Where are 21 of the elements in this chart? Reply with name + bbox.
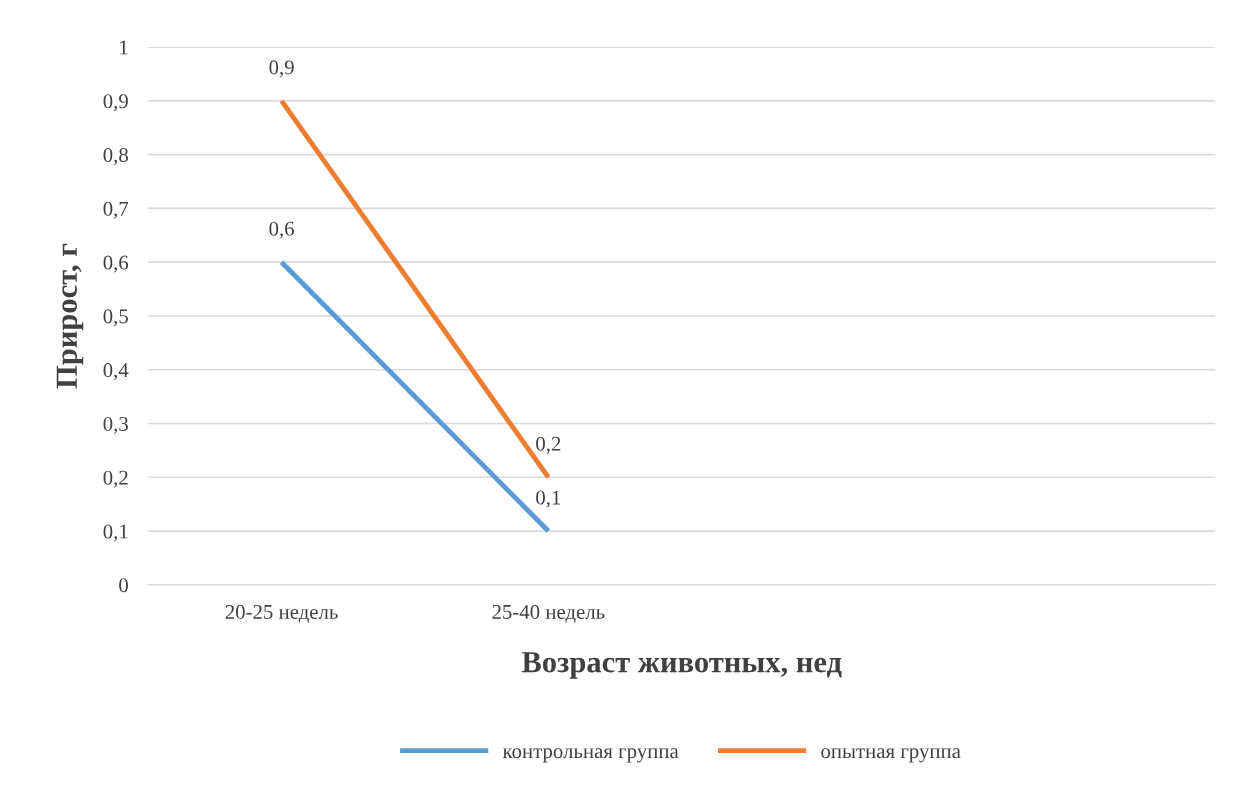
y-tick-label: 0,4 [103, 363, 129, 381]
y-axis-title: Прирост, г [56, 243, 84, 389]
legend-label: контрольная группа [502, 748, 679, 763]
y-tick-label: 0 [119, 578, 128, 593]
data-label: 0,2 [536, 436, 561, 454]
y-tick-label: 0,6 [103, 255, 129, 273]
data-label: 0,9 [269, 60, 294, 78]
y-tick-label: 0,1 [103, 524, 128, 542]
data-label: 0,1 [536, 490, 561, 508]
y-tick-label: 0,3 [103, 416, 128, 434]
legend-label: опытная группа [821, 748, 961, 763]
data-label: 0,6 [269, 221, 294, 239]
y-tick-label: 0,7 [103, 201, 129, 219]
x-tick-label: 20-25 недель [225, 604, 338, 623]
x-tick-label: 25-40 недель [492, 604, 605, 623]
y-tick-label: 0,5 [103, 309, 128, 327]
y-tick-label: 0,2 [103, 470, 128, 488]
y-tick-label: 0,9 [103, 94, 128, 112]
y-tick-label: 1 [120, 40, 128, 55]
x-axis-title: Возраст животных, нед [521, 652, 842, 679]
y-tick-label: 0,8 [103, 148, 128, 166]
